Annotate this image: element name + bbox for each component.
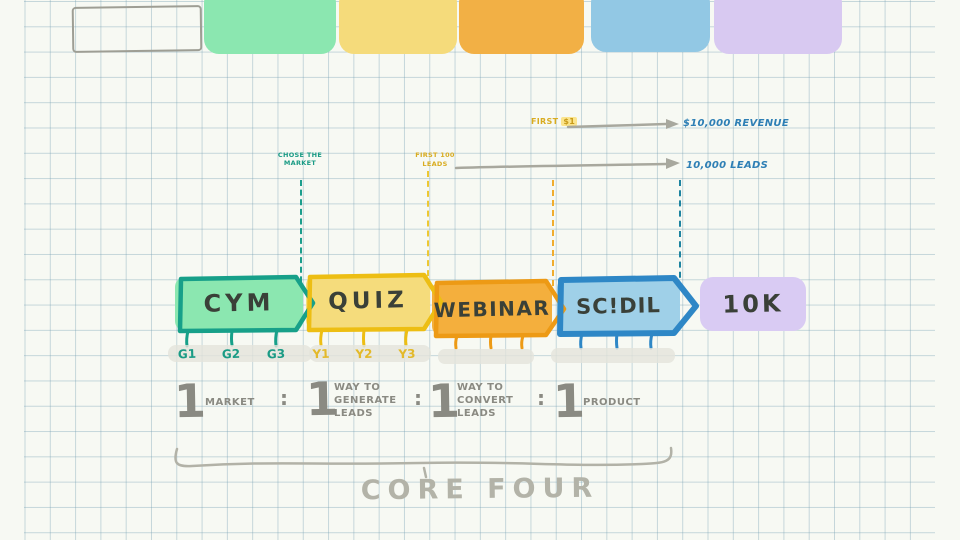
ratio-separator-3: : — [537, 386, 545, 410]
ratio-label-market: MARKET — [205, 397, 255, 408]
tick-label-g3: G3 — [266, 346, 286, 362]
revenue-target-note: $10,000 REVENUE — [683, 118, 789, 129]
ratio-separator-2: : — [414, 386, 422, 410]
dashed-line-market — [300, 180, 302, 292]
header-block-orange — [459, 0, 584, 54]
leads-target-note: 10,000 LEADS — [686, 160, 769, 171]
stage-label-webinar: WEBINAR — [433, 295, 551, 323]
ratio-number-convert: 1 — [427, 373, 461, 429]
dashed-line-10k — [679, 180, 681, 288]
ratio-label-generate: WAY TO GENERATE LEADS — [334, 382, 397, 419]
tick-label-y3: Y3 — [398, 346, 416, 362]
ratio-number-market: 1 — [173, 373, 207, 429]
header-block-purple — [714, 0, 842, 54]
first-dollar-note: FIRST $1 — [531, 117, 578, 126]
core-four-title: CORE FOUR — [360, 472, 600, 507]
tick-label-y1: Y1 — [312, 346, 330, 362]
tick-label-g2: G2 — [221, 346, 241, 362]
first-dollar-value: $1 — [561, 117, 578, 126]
ratio-label-convert: WAY TO CONVERT LEADS — [457, 382, 514, 419]
stage-label-quiz: QUIZ — [328, 287, 408, 315]
first-leads-note: FIRST 100 LEADS — [415, 151, 455, 168]
tick-label-y2: Y2 — [355, 346, 373, 362]
header-outline-box — [71, 5, 203, 53]
stage-label-cym: CYM — [203, 288, 275, 318]
stage-label-10k: 10K — [722, 289, 784, 319]
ratio-separator-1: : — [280, 386, 288, 410]
chose-market-note: CHOSE THE MARKET — [277, 151, 323, 167]
stage-label-scidil: SC!DIL — [575, 293, 662, 319]
dashed-line-revenue — [552, 180, 554, 286]
ratio-label-product: PRODUCT — [583, 397, 641, 408]
graph-paper-grid — [24, 0, 935, 540]
header-block-blue — [591, 0, 710, 52]
first-dollar-label: FIRST — [531, 117, 559, 126]
ratio-number-product: 1 — [552, 373, 586, 429]
header-block-green — [204, 0, 336, 54]
tick-label-g1: G1 — [177, 346, 197, 362]
dashed-line-leads — [427, 171, 429, 286]
header-block-yellow — [339, 0, 457, 54]
